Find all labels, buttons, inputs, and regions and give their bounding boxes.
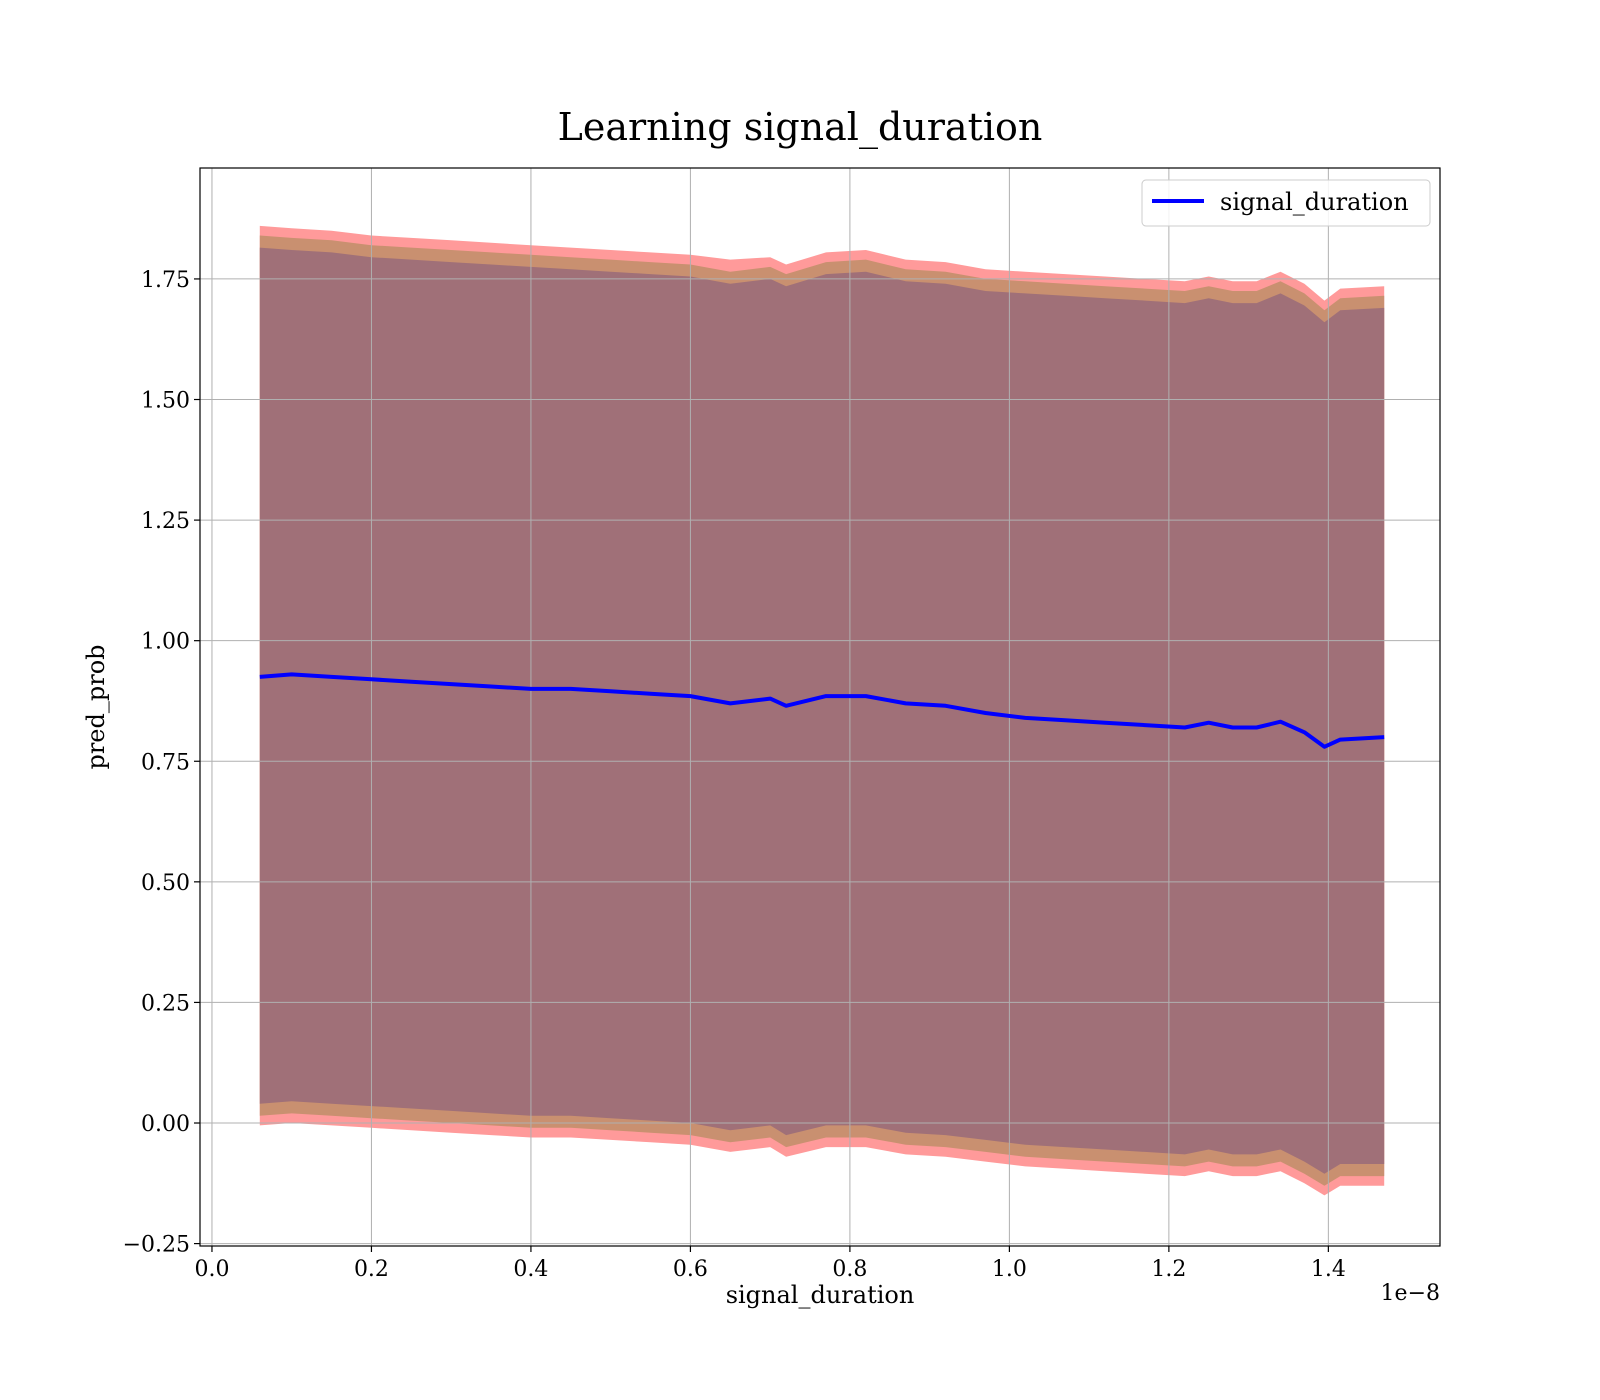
y-tick-group: −0.25 0.00 0.25 0.50 0.75 1.00 1.25 1.50 1.75 [123, 268, 200, 1258]
x-axis-label: signal_duration [726, 1281, 915, 1309]
legend-label: signal_duration [1220, 188, 1409, 216]
x-tick-label: 0.6 [673, 1257, 708, 1282]
grid-group [200, 168, 1440, 1246]
band-inner [259, 247, 1385, 1174]
legend-box [1141, 179, 1431, 227]
y-tick-label: 1.00 [141, 630, 190, 655]
series-line-group [259, 672, 1385, 749]
y-tick-label: 1.75 [141, 268, 190, 293]
y-tick-label: −0.25 [123, 1233, 190, 1258]
x-tick-group: 0.0 0.2 0.4 0.6 0.8 1.0 1.2 1.4 [194, 1246, 1346, 1282]
y-tick-label: 0.75 [141, 750, 190, 775]
series-line [259, 672, 1385, 749]
y-tick-label: 1.25 [141, 509, 190, 534]
y-tick-label: 0.00 [141, 1112, 190, 1137]
y-tick-label: 0.50 [141, 871, 190, 896]
x-tick-label: 1.2 [1151, 1257, 1186, 1282]
band-group [259, 225, 1385, 1196]
x-tick-label: 0.2 [354, 1257, 389, 1282]
y-tick-label: 0.25 [141, 991, 190, 1016]
x-tick-label: 1.0 [992, 1257, 1027, 1282]
x-tick-label: 1.4 [1311, 1257, 1346, 1282]
y-axis-label: pred_prob [82, 644, 110, 769]
legend: signal_duration [1141, 179, 1431, 227]
chart-title: Learning signal_duration [558, 105, 1043, 150]
x-tick-label: 0.0 [194, 1257, 229, 1282]
y-tick-label: 1.50 [141, 389, 190, 414]
plot-frame [199, 167, 1441, 1247]
x-tick-label: 0.8 [832, 1257, 867, 1282]
x-tick-label: 0.4 [513, 1257, 548, 1282]
x-offset-label: 1e−8 [1381, 1281, 1440, 1306]
